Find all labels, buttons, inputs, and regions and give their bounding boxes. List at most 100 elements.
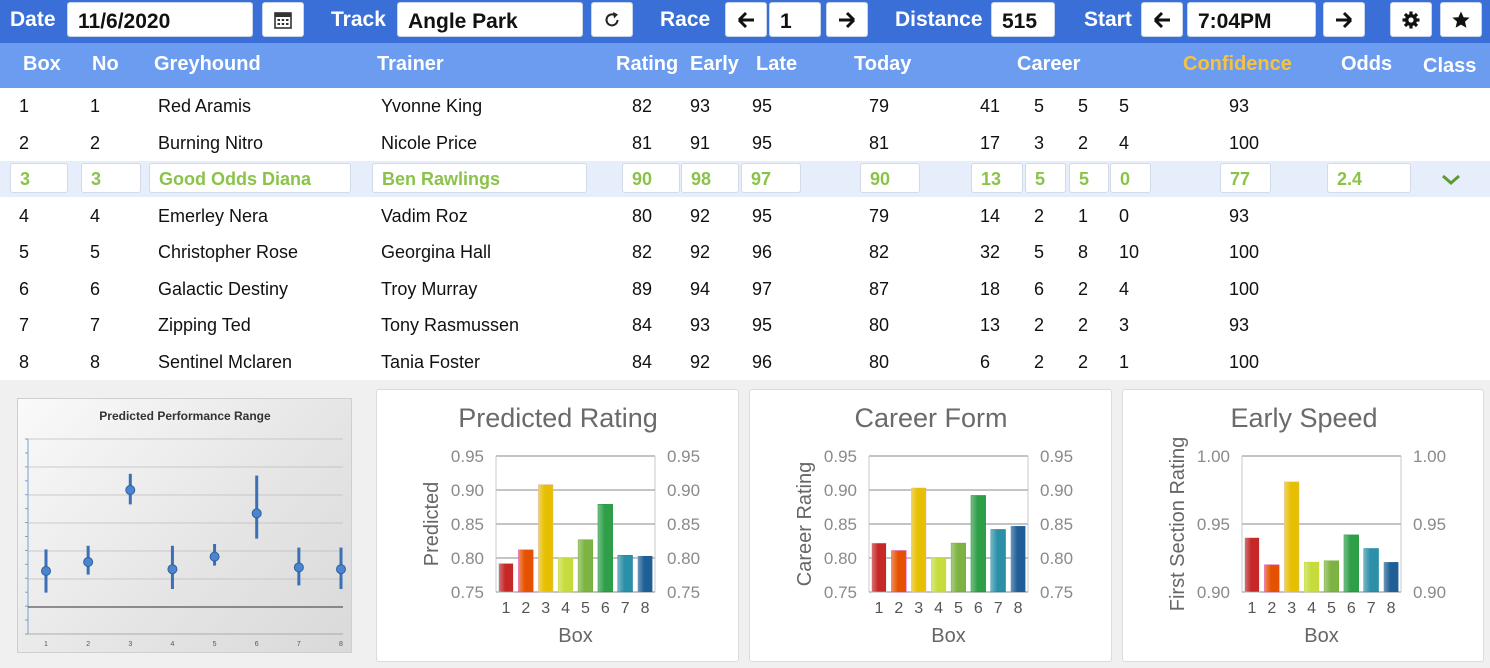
cell-rating: 84 <box>632 315 653 335</box>
y-tick-label: 0.90 <box>1197 583 1230 602</box>
bar-box-1 <box>498 563 514 593</box>
chart-title: Career Form <box>854 403 1007 433</box>
track-field[interactable]: Angle Park <box>397 2 583 37</box>
cell-early: 92 <box>690 205 711 226</box>
cell-no: 2 <box>90 132 101 153</box>
cell-career-2: 8 <box>1078 242 1089 262</box>
x-tick-label: 3 <box>541 600 550 617</box>
y-tick-label: 0.90 <box>824 481 857 500</box>
distance-field[interactable]: 515 <box>991 2 1055 37</box>
cell-career-3[interactable]: 0 <box>1110 163 1151 193</box>
col-trainer[interactable]: Trainer <box>377 53 444 75</box>
cell-greyhound: Galactic Destiny <box>158 278 289 299</box>
predicted-rating-chart: Predicted Rating 0.75 0.75 0.80 0.80 0.85 0.85… <box>376 389 739 662</box>
ppr-x-tick-label: 1 <box>44 641 48 648</box>
cell-greyhound[interactable]: Good Odds Diana <box>149 163 351 193</box>
ppr-x-tick-label: 7 <box>297 641 301 648</box>
cell-late: 95 <box>752 205 773 226</box>
cell-late[interactable]: 97 <box>741 163 801 193</box>
cell-rating[interactable]: 90 <box>622 163 680 193</box>
table-row[interactable]: 1 1 Red Aramis Yvonne King 82 93 95 79 41 5 5 5 93 <box>0 88 1490 124</box>
cell-career-0: 17 <box>980 132 1001 153</box>
race-next-button[interactable] <box>826 2 868 37</box>
cell-career-3: 0 <box>1119 205 1130 226</box>
col-greyhound[interactable]: Greyhound <box>154 53 261 75</box>
cell-box: 5 <box>19 242 30 262</box>
cell-today: 80 <box>869 315 890 335</box>
bar-box-5 <box>950 542 966 593</box>
cell-greyhound: Christopher Rose <box>158 242 299 262</box>
x-axis-label: Box <box>931 625 965 647</box>
cell-early[interactable]: 98 <box>681 163 739 193</box>
start-next-button[interactable] <box>1323 2 1365 37</box>
start-time-field[interactable]: 7:04PM <box>1187 2 1316 37</box>
cell-confidence[interactable]: 77 <box>1220 163 1271 193</box>
cell-rating: 82 <box>632 96 653 116</box>
bar-box-4 <box>558 557 574 593</box>
y2-tick-label: 1.00 <box>1413 447 1446 466</box>
predicted-performance-range-chart: Predicted Performance Range 1 2 3 4 5 6 7 8 <box>17 398 352 653</box>
cell-odds[interactable]: 2.4 <box>1327 163 1411 193</box>
cell-today[interactable]: 90 <box>860 163 920 193</box>
x-tick-label: 5 <box>581 600 590 617</box>
col-class[interactable]: Class <box>1423 55 1477 77</box>
cell-career-0[interactable]: 13 <box>971 163 1023 193</box>
col-confidence[interactable]: Confidence <box>1183 53 1292 75</box>
cell-rating: 89 <box>632 278 653 299</box>
table-row[interactable]: 3 3 Good Odds Diana Ben Rawlings 90 98 97 90 13 5… <box>0 161 1490 197</box>
table-row[interactable]: 7 7 Zipping Ted Tony Rasmussen 84 93 95 80 13 2 2 3… <box>0 307 1490 343</box>
col-no[interactable]: No <box>92 53 119 75</box>
bar-box-1 <box>1244 537 1260 593</box>
col-late[interactable]: Late <box>756 53 798 75</box>
cell-confidence: 93 <box>1229 96 1250 116</box>
refresh-button[interactable] <box>591 2 633 37</box>
race-field[interactable]: 1 <box>769 2 821 37</box>
arrow-right-icon <box>1336 11 1353 28</box>
chevron-down-icon[interactable] <box>1440 170 1462 188</box>
date-field[interactable]: 11/6/2020 <box>67 2 253 37</box>
race-prev-button[interactable] <box>725 2 767 37</box>
col-today[interactable]: Today <box>854 53 912 75</box>
y-axis-label: Career Rating <box>794 462 816 587</box>
settings-button[interactable] <box>1390 2 1432 37</box>
col-rating[interactable]: Rating <box>616 53 679 75</box>
start-prev-button[interactable] <box>1141 2 1183 37</box>
x-tick-label: 6 <box>974 600 983 617</box>
cell-box[interactable]: 3 <box>10 163 68 193</box>
cell-career-1[interactable]: 5 <box>1025 163 1066 193</box>
table-header: Box No Greyhound Trainer Rating Early La… <box>0 43 1490 88</box>
x-tick-label: 3 <box>914 600 923 617</box>
cell-late: 96 <box>752 351 773 372</box>
cell-confidence: 100 <box>1229 242 1260 262</box>
col-odds[interactable]: Odds <box>1341 53 1393 75</box>
table-row[interactable]: 8 8 Sentinel Mclaren Tania Foster 84 92 96 80 6 2… <box>0 344 1490 380</box>
col-career[interactable]: Career <box>1017 53 1081 75</box>
cell-confidence: 93 <box>1229 315 1250 335</box>
cell-career-2: 2 <box>1078 278 1089 299</box>
early-speed-svg: Early Speed 0.90 0.90 0.95 0.95 1.00 1.00 1 2 3 4 5… <box>1167 403 1446 647</box>
cell-career-3: 4 <box>1119 278 1130 299</box>
col-box[interactable]: Box <box>23 53 61 75</box>
table-row[interactable]: 6 6 Galactic Destiny Troy Murray 89 94 97 87 18 6… <box>0 271 1490 307</box>
cell-late: 95 <box>752 315 773 335</box>
bar-box-3 <box>538 484 554 593</box>
x-tick-label: 1 <box>501 600 510 617</box>
x-tick-label: 6 <box>601 600 610 617</box>
table-row[interactable]: 2 2 Burning Nitro Nicole Price 81 91 95 81 17 3 2 4… <box>0 125 1490 161</box>
cell-no: 7 <box>90 315 101 335</box>
favorite-button[interactable] <box>1440 2 1482 37</box>
ppr-point <box>83 557 94 567</box>
x-axis-label: Box <box>1304 625 1338 647</box>
cell-trainer[interactable]: Ben Rawlings <box>372 163 587 193</box>
col-early[interactable]: Early <box>690 53 739 75</box>
calendar-button[interactable] <box>262 2 304 37</box>
cell-career-2[interactable]: 5 <box>1069 163 1109 193</box>
cell-trainer: Vadim Roz <box>381 205 468 226</box>
ppr-svg: Predicted Performance Range 1 2 3 4 5 6 7 8 <box>25 409 346 648</box>
cell-no[interactable]: 3 <box>81 163 141 193</box>
bar-box-6 <box>1343 534 1359 593</box>
ppr-x-tick-label: 6 <box>255 641 259 648</box>
table-row[interactable]: 4 4 Emerley Nera Vadim Roz 80 92 95 79 14 2 1 0 93 <box>0 198 1490 234</box>
y-tick-label: 0.75 <box>824 583 857 602</box>
table-row[interactable]: 5 5 Christopher Rose Georgina Hall 82 92 96 82 3… <box>0 234 1490 270</box>
